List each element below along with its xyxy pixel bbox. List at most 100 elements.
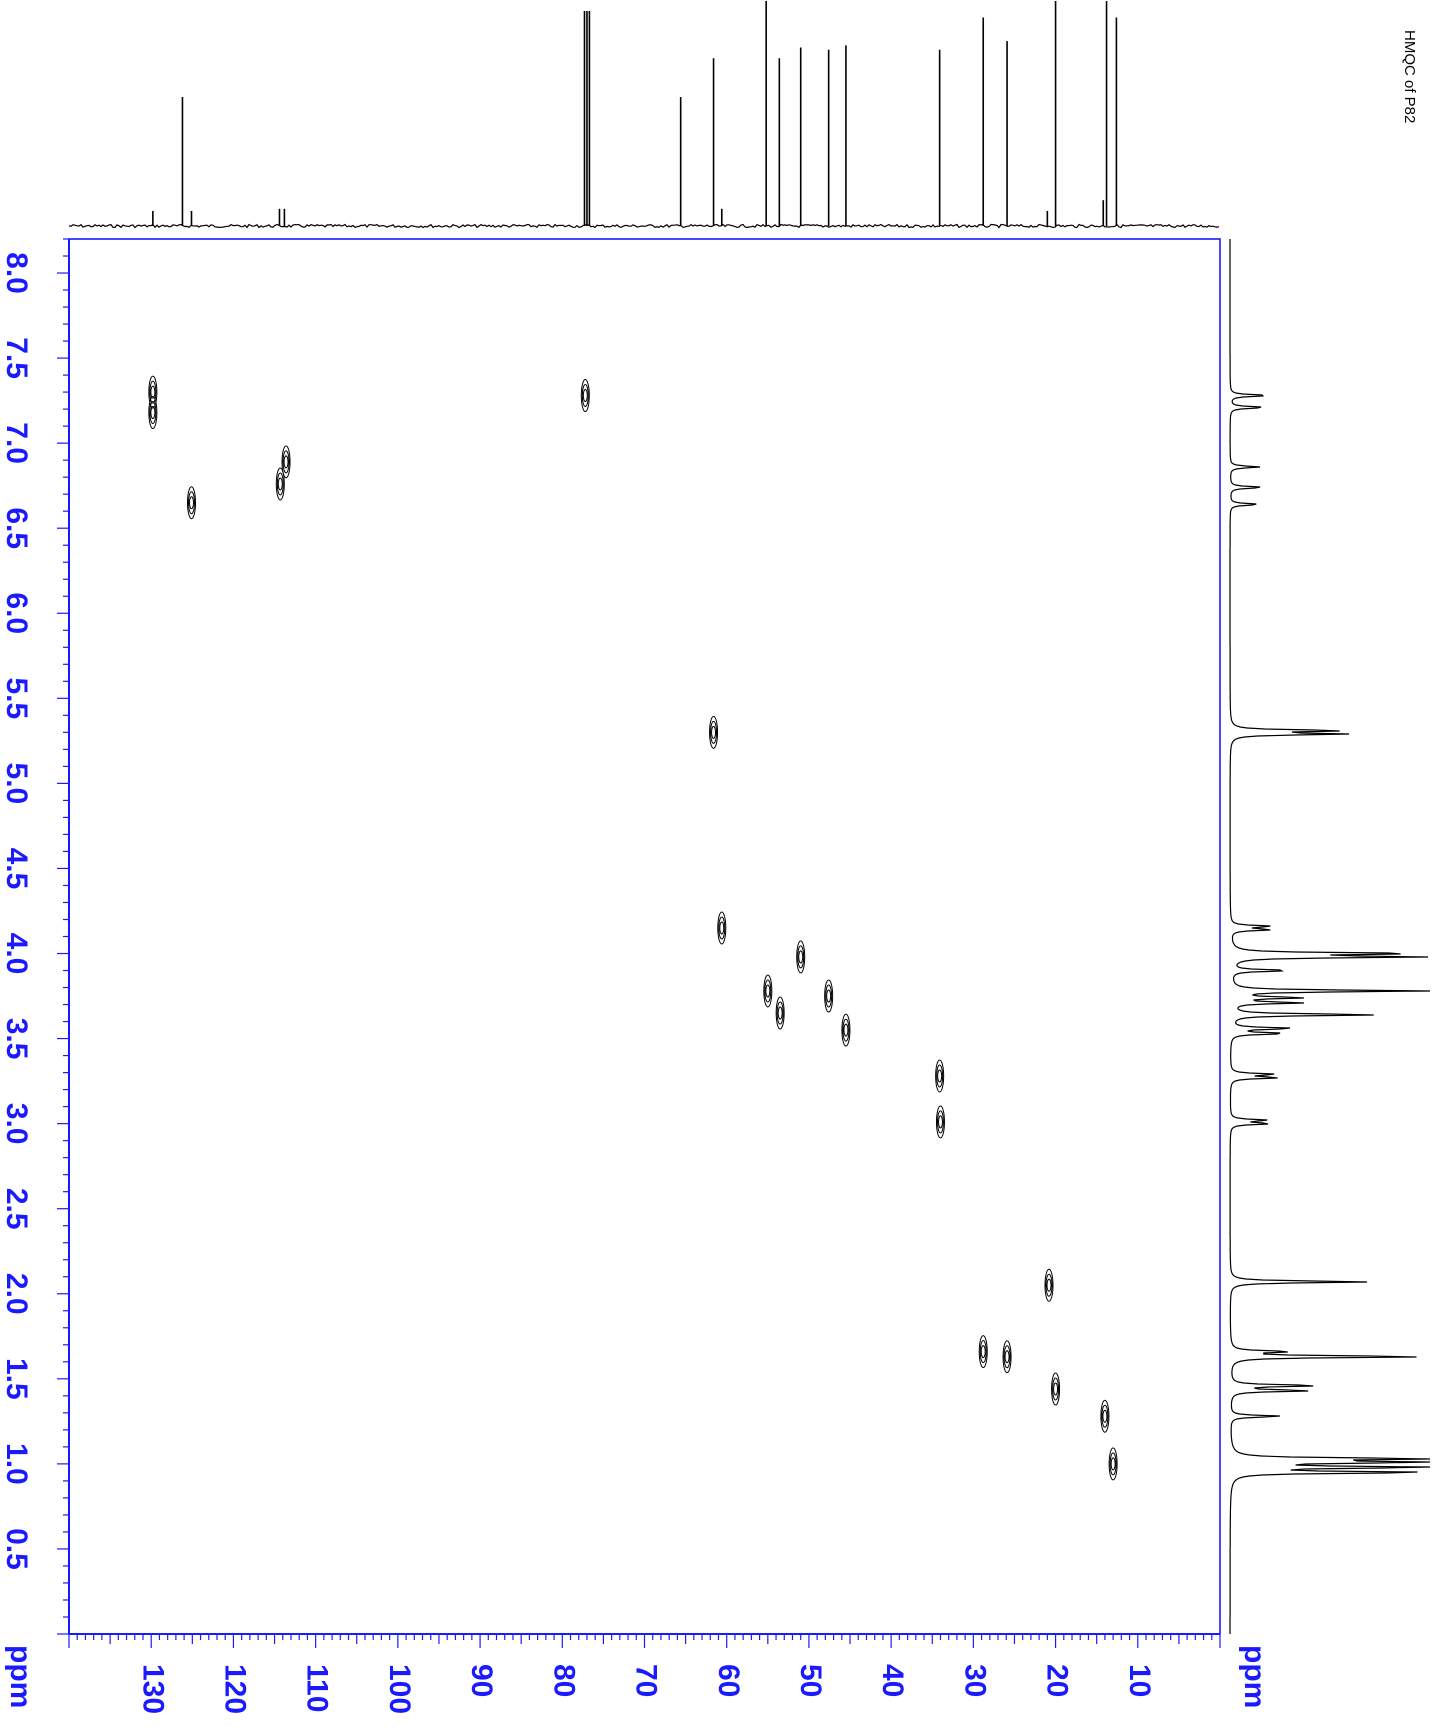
contour-ring — [277, 477, 283, 491]
contour-ring — [980, 1345, 986, 1359]
contour-ring — [148, 375, 158, 409]
carbon-baseline — [68, 223, 1220, 229]
contour-ring — [709, 715, 719, 749]
contour-ring — [764, 979, 772, 1003]
contour-ring — [1110, 1457, 1116, 1471]
x-tick-label: 100 — [383, 1664, 416, 1714]
cross-peak — [1100, 1399, 1110, 1433]
contour-ring — [1003, 1345, 1011, 1369]
cross-peak — [580, 379, 590, 413]
cross-peak — [763, 974, 773, 1008]
contour-ring — [826, 989, 832, 1003]
cross-peak — [1002, 1340, 1012, 1374]
contour-ring — [719, 921, 725, 935]
x-tick-label: 20 — [1041, 1664, 1074, 1697]
x-tick-label: 30 — [958, 1664, 991, 1697]
proton-trace — [1229, 239, 1431, 1634]
contour-ring — [1109, 1452, 1117, 1476]
cross-peak — [709, 715, 719, 749]
contour-ring — [776, 1001, 784, 1025]
cross-peak — [281, 445, 291, 479]
contour-ring — [186, 486, 196, 520]
cross-peak — [1051, 1372, 1061, 1406]
cross-peak — [275, 467, 285, 501]
cross-peak — [841, 1013, 851, 1047]
y-tick-label: 6.0 — [0, 592, 33, 634]
contour-ring — [1101, 1404, 1109, 1428]
contour-ring — [765, 984, 771, 998]
contour-ring — [935, 1105, 945, 1139]
cross-peak — [1108, 1447, 1118, 1481]
plot-title: HMQC of P82 — [1401, 30, 1418, 123]
contour-ring — [581, 384, 589, 408]
contour-ring — [276, 472, 284, 496]
x-tick-label: 10 — [1123, 1664, 1156, 1697]
y-tick-label: 1.0 — [0, 1443, 33, 1485]
cross-peak — [935, 1059, 945, 1093]
contour-ring — [937, 1069, 943, 1083]
contour-ring — [936, 1110, 944, 1134]
contour-ring — [1100, 1399, 1110, 1433]
contour-ring — [718, 916, 726, 940]
contour-ring — [936, 1064, 944, 1088]
contour-ring — [580, 379, 590, 413]
cross-peak — [824, 979, 834, 1013]
y-tick-label: 7.0 — [0, 422, 33, 464]
contour-ring — [841, 1013, 851, 1047]
carbon-1d-spectrum — [68, 1, 1220, 229]
x-tick-label: 130 — [136, 1664, 169, 1714]
y-tick-label: 7.5 — [0, 337, 33, 379]
contour-ring — [717, 911, 727, 945]
x-axis-carbon: 130 120 110 100 90 80 70 60 50 40 30 20 10 — [68, 1633, 1221, 1714]
y-tick-label: 3.0 — [0, 1103, 33, 1145]
cross-peak — [935, 1105, 945, 1139]
x-tick-label: 70 — [630, 1664, 663, 1697]
contour-ring — [763, 974, 773, 1008]
y-tick-label: 5.5 — [0, 677, 33, 719]
contour-ring — [1053, 1382, 1059, 1396]
contour-ring — [935, 1059, 945, 1093]
contour-ring — [148, 396, 158, 430]
contour-ring — [937, 1115, 943, 1129]
x-tick-label: 80 — [547, 1664, 580, 1697]
contour-ring — [842, 1018, 850, 1042]
y-tick-label: 6.5 — [0, 507, 33, 549]
contour-ring — [1102, 1409, 1108, 1423]
contour-ring — [150, 385, 156, 399]
contour-ring — [775, 996, 785, 1030]
contour-ring — [824, 979, 834, 1013]
contour-ring — [1045, 1273, 1053, 1297]
cross-peak — [148, 396, 158, 430]
contour-ring — [188, 496, 194, 510]
x-tick-label: 90 — [465, 1664, 498, 1697]
y-axis-proton: 8.0 7.5 7.0 6.5 6.0 5.5 5.0 4.5 4.0 3.5 3.0 2.5 2.0 1… — [0, 238, 70, 1635]
contour-ring — [711, 725, 717, 739]
x-tick-label: 50 — [794, 1664, 827, 1697]
contour-ring — [1002, 1340, 1012, 1374]
contour-ring — [796, 940, 806, 974]
x-tick-label: 60 — [712, 1664, 745, 1697]
contour-ring — [283, 455, 289, 469]
contour-ring — [150, 406, 156, 420]
contour-ring — [979, 1340, 987, 1364]
cross-peak — [186, 486, 196, 520]
contour-ring — [1046, 1278, 1052, 1292]
x-tick-label: 110 — [301, 1664, 334, 1712]
contour-ring — [282, 450, 290, 474]
y-axis-unit-label: ppm — [4, 1645, 37, 1708]
contour-ring — [149, 401, 157, 425]
cross-peak — [717, 911, 727, 945]
contour-ring — [825, 984, 833, 1008]
cross-peak — [978, 1335, 988, 1369]
contour-ring — [710, 720, 718, 744]
y-tick-label: 4.5 — [0, 848, 33, 890]
y-tick-label: 5.0 — [0, 763, 33, 805]
cross-peak — [148, 375, 158, 409]
contour-ring — [1044, 1268, 1054, 1302]
cross-peak — [775, 996, 785, 1030]
contour-ring — [1052, 1377, 1060, 1401]
x-tick-label: 40 — [876, 1664, 909, 1697]
contour-ring — [797, 945, 805, 969]
contour-ring — [281, 445, 291, 479]
